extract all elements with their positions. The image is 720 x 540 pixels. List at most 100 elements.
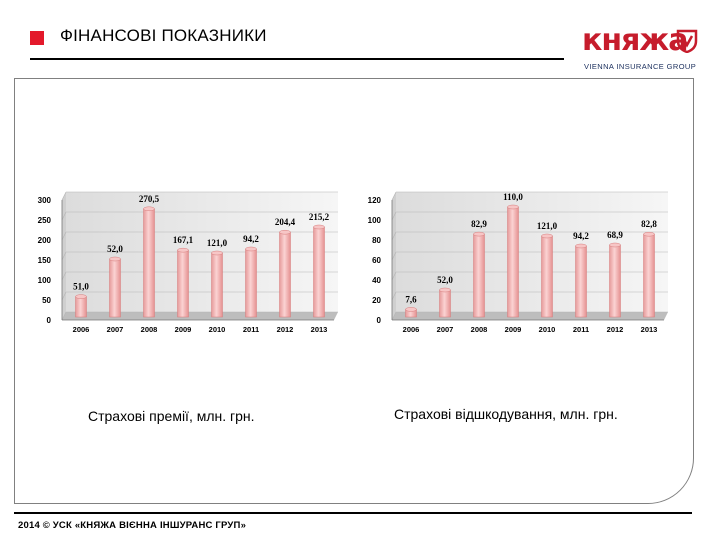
logo-wordmark: княжа bbox=[582, 23, 688, 58]
chart-premiums-bar-cap bbox=[279, 229, 291, 235]
header-accent-square bbox=[30, 31, 44, 45]
chart-claims-ytick-label: 80 bbox=[372, 236, 381, 245]
chart-premiums-xtick-label: 2011 bbox=[243, 325, 259, 334]
shield-icon bbox=[676, 29, 698, 53]
chart-premiums-data-label: 167,1 bbox=[173, 235, 194, 245]
chart-premiums-xtick-label: 2007 bbox=[107, 325, 124, 334]
chart-claims-data-label: 121,0 bbox=[537, 221, 558, 231]
chart-premiums-bar bbox=[109, 258, 121, 318]
chart-premiums-bar bbox=[143, 208, 155, 318]
chart-premiums-data-label: 215,2 bbox=[309, 212, 330, 222]
chart-premiums-ytick-label: 250 bbox=[38, 216, 52, 225]
chart-premiums-bar bbox=[245, 248, 257, 318]
chart-premiums-ytick-label: 50 bbox=[42, 296, 51, 305]
chart-premiums-bar bbox=[313, 226, 325, 318]
chart-premiums-bar-cap bbox=[143, 206, 155, 212]
chart-premiums-xtick-label: 2008 bbox=[141, 325, 158, 334]
chart-claims-bar bbox=[507, 206, 519, 318]
chart-premiums-data-label: 204,4 bbox=[275, 217, 296, 227]
chart-claims-data-label: 82,8 bbox=[641, 219, 657, 229]
chart-claims-data-label: 68,9 bbox=[607, 230, 623, 240]
chart-claims-data-label: 94,2 bbox=[573, 231, 589, 241]
content-frame bbox=[14, 78, 694, 504]
chart-premiums-data-label: 94,2 bbox=[243, 234, 259, 244]
chart-claims-bar-cap bbox=[541, 233, 553, 239]
chart-premiums-bar-cap bbox=[313, 224, 325, 230]
chart-claims-xtick-label: 2006 bbox=[403, 325, 420, 334]
chart-premiums-xtick-label: 2013 bbox=[311, 325, 328, 334]
footer-divider bbox=[14, 512, 692, 514]
chart-claims-bar bbox=[643, 233, 655, 318]
chart-claims-bar bbox=[541, 235, 553, 318]
chart-claims-ytick-label: 100 bbox=[368, 216, 382, 225]
chart-premiums-xtick-label: 2012 bbox=[277, 325, 294, 334]
chart-claims-bar-cap bbox=[609, 242, 621, 248]
chart-premiums-bar-cap bbox=[75, 294, 87, 299]
chart-premiums-bar-cap bbox=[177, 247, 189, 253]
chart-claims-xtick-label: 2009 bbox=[505, 325, 522, 334]
chart-claims-ytick-label: 0 bbox=[377, 316, 382, 325]
chart-premiums-ytick-label: 150 bbox=[38, 256, 52, 265]
chart-premiums-bar-cap bbox=[109, 256, 121, 262]
chart-claims-gridline bbox=[391, 211, 397, 221]
chart-premiums-bar-cap bbox=[211, 250, 223, 256]
chart-claims-bar-cap bbox=[473, 231, 485, 237]
chart-claims-ytick-label: 40 bbox=[372, 276, 381, 285]
chart-premiums-data-label: 52,0 bbox=[107, 244, 123, 254]
chart-premiums-gridline bbox=[61, 231, 67, 241]
chart-claims-gridline bbox=[391, 251, 397, 261]
chart-claims-xtick-label: 2008 bbox=[471, 325, 488, 334]
chart-premiums-ytick-label: 0 bbox=[47, 316, 52, 325]
chart-premiums-bar bbox=[279, 231, 291, 318]
chart-claims-data-label: 52,0 bbox=[437, 275, 453, 285]
chart-premiums-floor bbox=[62, 312, 338, 320]
chart-claims-xtick-label: 2013 bbox=[641, 325, 658, 334]
chart-premiums-ytick-label: 100 bbox=[38, 276, 52, 285]
chart-claims-xtick-label: 2011 bbox=[573, 325, 589, 334]
chart-claims-bar bbox=[575, 245, 587, 318]
chart-premiums-ytick-label: 200 bbox=[38, 236, 52, 245]
chart-premiums-xtick-label: 2010 bbox=[209, 325, 226, 334]
company-logo: княжа VIENNA INSURANCE GROUP bbox=[582, 24, 700, 76]
chart-claims-xtick-label: 2012 bbox=[607, 325, 624, 334]
chart-premiums-gridline bbox=[61, 191, 67, 201]
chart-claims-xtick-label: 2007 bbox=[437, 325, 454, 334]
chart-premiums-xtick-label: 2006 bbox=[73, 325, 90, 334]
footer-copyright: 2014 © УСК «КНЯЖА ВІЄННА ІНШУРАНС ГРУП» bbox=[18, 520, 247, 531]
logo-subtitle: VIENNA INSURANCE GROUP bbox=[584, 62, 697, 71]
chart-claims-bar-cap bbox=[575, 243, 587, 249]
chart-premiums-gridline bbox=[61, 291, 67, 301]
chart-premiums-bar bbox=[211, 252, 223, 318]
chart-premiums-bar bbox=[75, 296, 87, 318]
chart-claims-ytick-label: 60 bbox=[372, 256, 381, 265]
chart-premiums-gridline bbox=[61, 271, 67, 281]
chart-claims-data-label: 7,6 bbox=[405, 294, 417, 304]
chart-claims-bar-cap bbox=[507, 204, 519, 210]
chart-claims-data-label: 82,9 bbox=[471, 219, 487, 229]
chart-premiums-gridline bbox=[61, 211, 67, 221]
chart-claims-floor bbox=[392, 312, 668, 320]
chart-premiums-bar bbox=[177, 249, 189, 318]
title-underline bbox=[30, 58, 564, 60]
chart-premiums-data-label: 121,0 bbox=[207, 238, 228, 248]
chart-claims-ytick-label: 120 bbox=[368, 196, 382, 205]
chart-claims-gridline bbox=[391, 311, 397, 321]
chart-claims-bar-cap bbox=[643, 231, 655, 237]
chart-claims-bar-cap bbox=[405, 307, 417, 312]
chart-claims-bar bbox=[439, 289, 451, 318]
page-title: ФІНАНСОВІ ПОКАЗНИКИ bbox=[60, 26, 267, 45]
chart-premiums-xtick-label: 2009 bbox=[175, 325, 192, 334]
chart-claims-data-label: 110,0 bbox=[503, 192, 523, 202]
chart-premiums-data-label: 270,5 bbox=[139, 194, 160, 204]
chart-premiums-bar-cap bbox=[245, 246, 257, 252]
chart-claims-bar bbox=[609, 244, 621, 318]
chart-claims-gridline bbox=[391, 191, 397, 201]
chart-claims-bar bbox=[473, 233, 485, 318]
chart-claims-xtick-label: 2010 bbox=[539, 325, 556, 334]
chart-claims-ytick-label: 20 bbox=[372, 296, 381, 305]
chart-claims-bar-cap bbox=[439, 287, 451, 293]
caption-premiums: Страхові премії, млн. грн. bbox=[88, 408, 255, 424]
caption-claims: Страхові відшкодування, млн. грн. bbox=[394, 406, 618, 422]
chart-premiums-ytick-label: 300 bbox=[38, 196, 52, 205]
